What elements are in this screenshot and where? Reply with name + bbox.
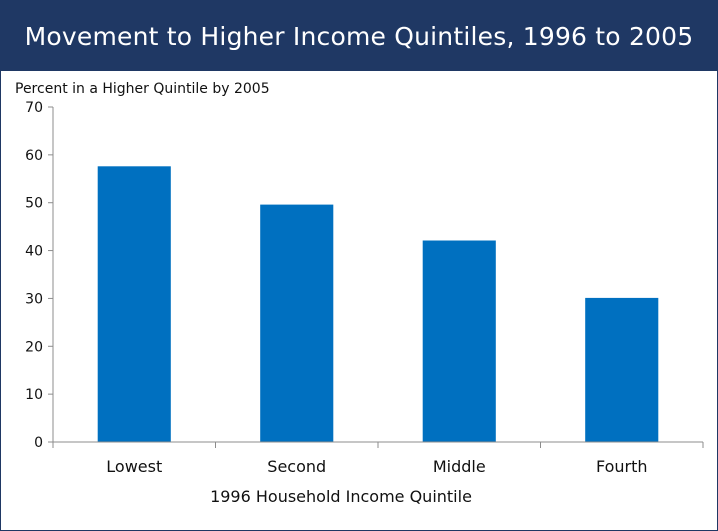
- bar-fourth: [585, 297, 659, 442]
- bar-lowest: [97, 166, 171, 443]
- chart-title: Movement to Higher Income Quintiles, 199…: [24, 21, 694, 51]
- y-tick-label: 40: [25, 244, 43, 260]
- y-axis-label: Percent in a Higher Quintile by 2005: [15, 81, 270, 97]
- bar-second: [260, 204, 334, 442]
- x-tick-label: Second: [267, 457, 326, 476]
- y-tick-label: 30: [25, 291, 43, 307]
- x-tick-label: Fourth: [596, 457, 648, 476]
- x-axis-label: 1996 Household Income Quintile: [210, 487, 472, 506]
- chart-title-bar: Movement to Higher Income Quintiles, 199…: [1, 1, 717, 71]
- x-tick-label: Lowest: [106, 457, 162, 476]
- y-tick-label: 10: [25, 387, 43, 403]
- y-tick-label: 0: [34, 435, 43, 451]
- x-tick-label: Middle: [433, 457, 486, 476]
- y-tick-label: 50: [25, 196, 43, 212]
- y-tick-label: 60: [25, 148, 43, 164]
- y-tick-label: 20: [25, 339, 43, 355]
- y-tick-label: 70: [25, 100, 43, 116]
- bar-middle: [422, 240, 496, 442]
